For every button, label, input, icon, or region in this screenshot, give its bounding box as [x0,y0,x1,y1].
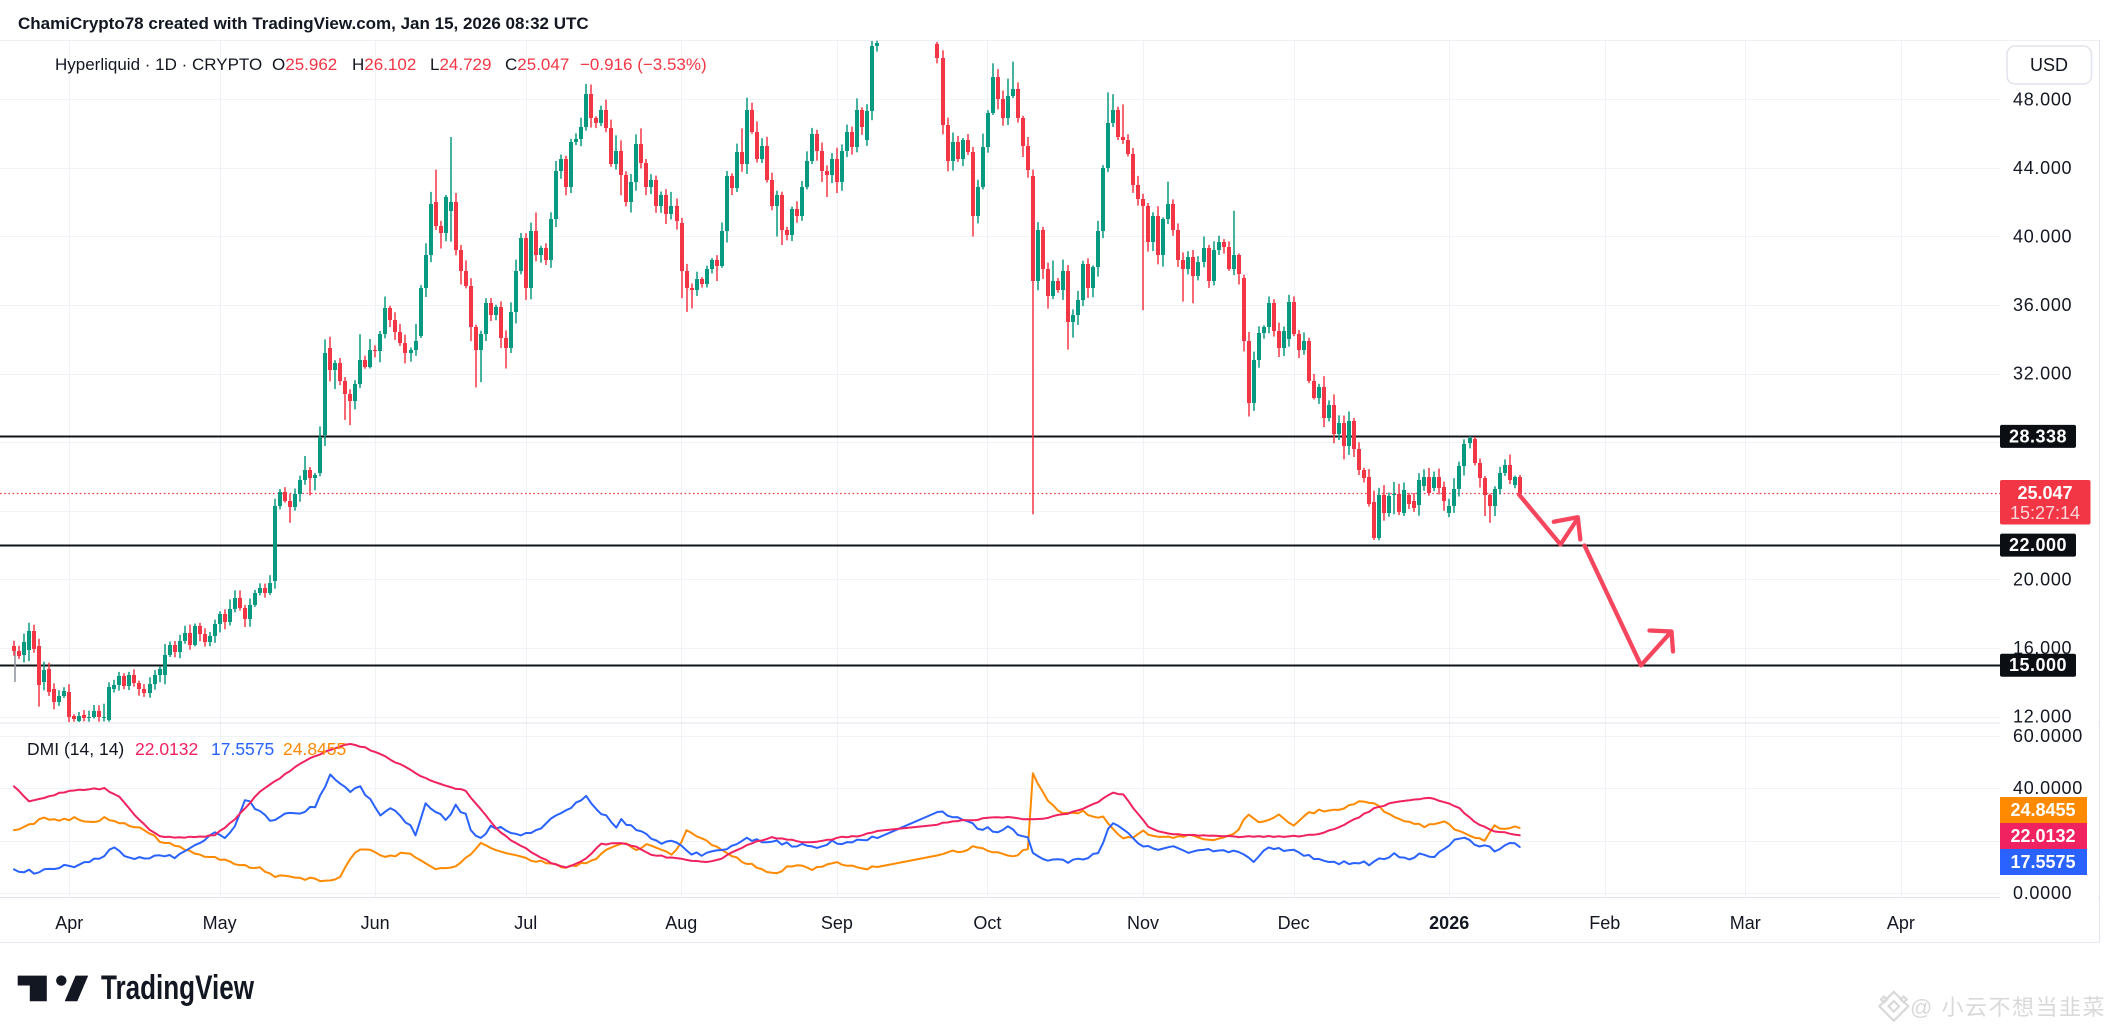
svg-text:DMI (14, 14): DMI (14, 14) [27,739,124,759]
svg-text:15:27:14: 15:27:14 [2010,503,2080,523]
svg-text:28.338: 28.338 [2009,426,2067,446]
svg-text:0.0000: 0.0000 [2013,883,2072,903]
svg-text:22.000: 22.000 [2009,535,2067,555]
svg-text:Apr: Apr [55,913,83,933]
svg-text:48.000: 48.000 [2013,89,2072,109]
svg-text:17.5575: 17.5575 [2010,852,2075,872]
svg-text:Mar: Mar [1730,913,1761,933]
svg-text:12.000: 12.000 [2013,707,2072,727]
svg-text:20.000: 20.000 [2013,569,2072,589]
svg-text:25.047: 25.047 [2017,483,2072,503]
svg-text:60.0000: 60.0000 [2013,726,2083,746]
svg-text:TradingView: TradingView [101,969,254,1007]
svg-text:16.000: 16.000 [2013,638,2072,658]
svg-text:24.8455: 24.8455 [283,739,346,759]
svg-text:Oct: Oct [973,913,1001,933]
svg-text:44.000: 44.000 [2013,158,2072,178]
svg-text:May: May [203,913,237,933]
svg-text:Jun: Jun [361,913,390,933]
svg-text:USD: USD [2030,55,2068,75]
svg-text:Dec: Dec [1278,913,1310,933]
svg-text:22.0132: 22.0132 [2010,826,2075,846]
svg-text:Sep: Sep [821,913,853,933]
svg-text:Feb: Feb [1589,913,1620,933]
svg-text:40.000: 40.000 [2013,227,2072,247]
svg-text:Jul: Jul [514,913,537,933]
svg-text:Apr: Apr [1887,913,1915,933]
svg-text:17.5575: 17.5575 [211,739,274,759]
svg-text:40.0000: 40.0000 [2013,778,2083,798]
svg-text:36.000: 36.000 [2013,295,2072,315]
svg-text:ChamiCrypto78 created with Tra: ChamiCrypto78 created with TradingView.c… [18,14,589,33]
svg-text:22.0132: 22.0132 [135,739,198,759]
svg-text:32.000: 32.000 [2013,364,2072,384]
svg-text:@ 小云不想当韭菜: @ 小云不想当韭菜 [1910,995,2106,1020]
svg-text:15.000: 15.000 [2009,655,2067,675]
svg-text:2026: 2026 [1429,913,1469,933]
svg-text:Nov: Nov [1127,913,1159,933]
svg-text:24.8455: 24.8455 [2010,800,2075,820]
svg-text:Aug: Aug [665,913,697,933]
